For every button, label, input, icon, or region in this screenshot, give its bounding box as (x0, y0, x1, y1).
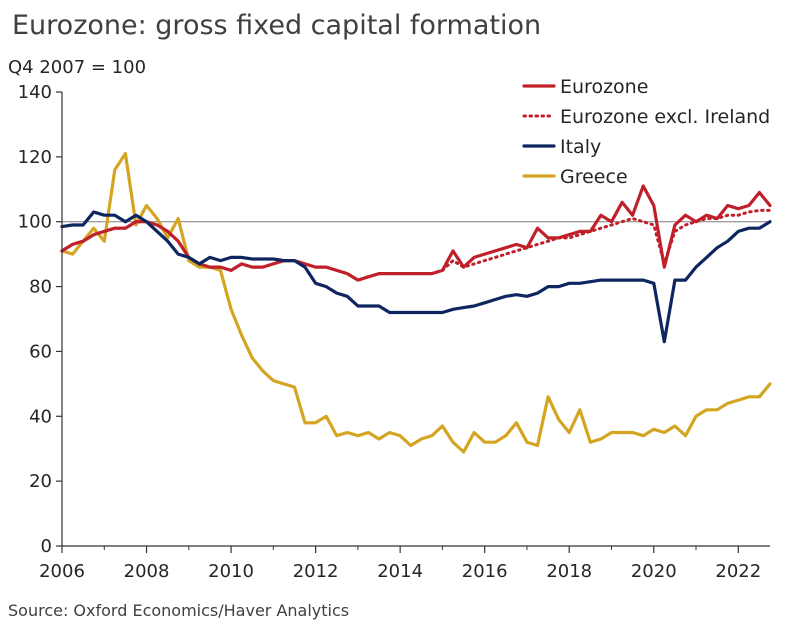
y-tick-label: 40 (29, 406, 52, 427)
y-tick-label: 80 (29, 277, 52, 298)
y-tick-label: 100 (18, 212, 52, 233)
legend-label-greece: Greece (560, 166, 628, 188)
chart-title: Eurozone: gross fixed capital formation (12, 10, 542, 41)
chart-subtitle: Q4 2007 = 100 (8, 57, 147, 78)
x-tick-label: 2006 (39, 561, 85, 582)
series-line-eurozone-excl-ireland (60, 208, 772, 282)
y-tick-label: 0 (41, 536, 52, 557)
x-tick-label: 2010 (208, 561, 254, 582)
y-axis: 0 20 40 60 80 100 120 140 (18, 82, 63, 557)
x-tick-label: 2022 (715, 561, 761, 582)
x-tick-label: 2008 (124, 561, 170, 582)
y-tick-label: 140 (18, 82, 52, 103)
x-tick-label: 2014 (377, 561, 423, 582)
series-line-italy (60, 210, 772, 344)
y-tick-label: 120 (18, 147, 52, 168)
x-tick-label: 2016 (462, 561, 508, 582)
x-tick-label: 2020 (631, 561, 677, 582)
legend-label-italy: Italy (560, 136, 601, 158)
legend-label-eurozone-excl-ireland: Eurozone excl. Ireland (560, 106, 770, 128)
series-group (60, 152, 772, 454)
x-tick-label: 2012 (293, 561, 339, 582)
y-tick-label: 60 (29, 341, 52, 362)
x-tick-label: 2018 (546, 561, 592, 582)
legend: Eurozone Eurozone excl. Ireland Italy Greec… (522, 76, 770, 188)
x-axis: 2006 2008 2010 2012 2014 2016 2018 2020 2022 (39, 545, 770, 582)
y-tick-label: 20 (29, 471, 52, 492)
series-line-greece (60, 152, 772, 454)
source-note: Source: Oxford Economics/Haver Analytics (8, 601, 350, 620)
legend-label-eurozone: Eurozone (560, 76, 648, 98)
